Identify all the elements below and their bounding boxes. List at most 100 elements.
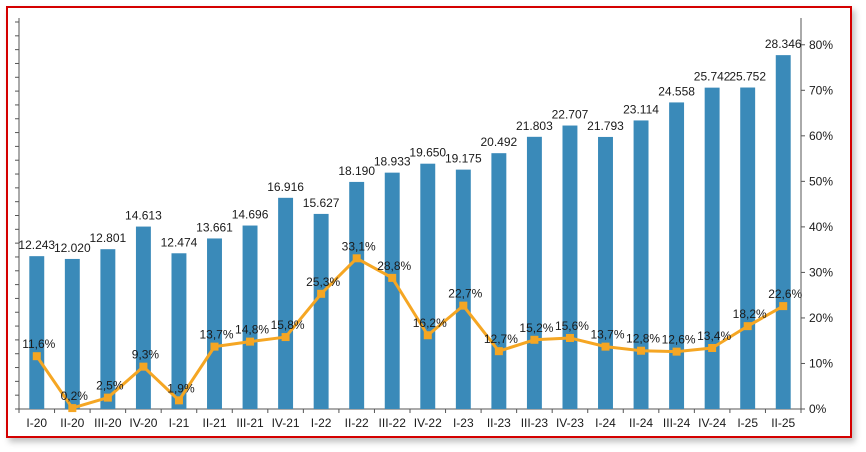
x-axis-tick-label: III-24 (663, 416, 691, 430)
bar-data-label: 14.696 (232, 208, 269, 222)
bar (384, 172, 400, 409)
right-axis-tick-label: 70% (809, 83, 833, 97)
line-data-label: 12,7% (484, 332, 518, 346)
bar (349, 181, 365, 409)
line-data-label: 2,5% (96, 379, 124, 393)
line-point (423, 331, 432, 340)
line-point (317, 289, 326, 298)
bar (598, 136, 613, 409)
right-axis-tick-label: 40% (809, 220, 833, 234)
x-axis-tick-label: I-20 (26, 416, 47, 430)
bar (562, 125, 578, 409)
line-point (32, 352, 41, 361)
line-point (388, 273, 397, 282)
line-point (103, 393, 112, 402)
line-data-label: 18,2% (733, 307, 767, 321)
x-axis-tick-label: III-20 (94, 416, 122, 430)
right-axis-tick-label: 0% (809, 402, 827, 416)
line-point (139, 362, 148, 371)
bar-data-label: 12.020 (54, 241, 91, 255)
bar (100, 249, 116, 409)
x-axis-tick-label: II-23 (487, 416, 511, 430)
bar (740, 87, 756, 410)
bar (704, 87, 720, 409)
bar (64, 258, 80, 409)
bar-data-label: 25.752 (729, 70, 766, 84)
x-axis-tick-label: I-24 (595, 416, 616, 430)
bar-data-label: 20.492 (481, 135, 518, 149)
bar (135, 226, 151, 409)
right-axis-tick-label: 80% (809, 38, 833, 52)
line-data-label: 33,1% (342, 239, 376, 253)
line-data-label: 22,7% (448, 287, 482, 301)
bar (633, 120, 649, 409)
line-data-label: 12,6% (662, 333, 696, 347)
growth-line (35, 256, 784, 410)
x-axis-tick-label: I-22 (311, 416, 332, 430)
bar (526, 136, 542, 410)
line-data-label: 22,6% (768, 287, 802, 301)
line-point (352, 254, 361, 263)
bar (491, 153, 507, 409)
x-axis-tick-label: III-22 (379, 416, 407, 430)
bar (775, 55, 791, 409)
bar-data-label: 28.346 (765, 37, 802, 51)
bar (171, 253, 187, 409)
right-axis-tick-label: 30% (809, 265, 833, 279)
x-axis-tick-label: II-25 (771, 416, 795, 430)
bar-data-label: 12.243 (18, 238, 55, 252)
bar-data-label: 14.613 (125, 209, 162, 223)
line-data-label: 15,6% (555, 319, 589, 333)
bar-data-label: 13.661 (196, 220, 233, 234)
line-point (565, 333, 574, 342)
line-point (459, 301, 468, 310)
line-point (637, 346, 646, 355)
bar (278, 197, 294, 409)
bar-data-label: 16.916 (267, 180, 304, 194)
x-axis-tick-label: IV-21 (272, 416, 300, 430)
chart-frame: 0% 10% 20% 30% 40% 50% 60% 70% 80% I-20 II-20 III-2… (6, 6, 852, 438)
line-point (246, 337, 255, 346)
line-point (68, 404, 77, 413)
right-axis-tick-label: 50% (809, 174, 833, 188)
line-point (779, 302, 788, 311)
line-data-label: 15,8% (271, 318, 305, 332)
bar-data-label: 22.707 (552, 108, 589, 122)
bar-data-label: 21.803 (516, 119, 553, 133)
x-axis-tick-label: II-24 (629, 416, 653, 430)
x-axis-tick-label: IV-22 (414, 416, 442, 430)
line-point (494, 347, 503, 356)
line-data-label: 16,2% (413, 316, 447, 330)
line-point (530, 335, 539, 344)
x-axis-tick-label: II-21 (202, 416, 226, 430)
line-data-label: 25,3% (306, 275, 340, 289)
x-axis-tick-label: IV-20 (129, 416, 157, 430)
x-axis-tick-label: I-25 (737, 416, 758, 430)
line-point (672, 347, 681, 356)
line-point (210, 342, 219, 351)
bar-data-label: 21.793 (587, 119, 624, 133)
bar-data-label: 25.742 (694, 70, 731, 84)
line-data-label: 15,2% (519, 321, 553, 335)
bar-data-label: 19.650 (409, 146, 446, 160)
x-axis-tick-label: II-20 (60, 416, 84, 430)
line-point (743, 322, 752, 331)
bar-data-label: 18.933 (374, 155, 411, 169)
line-data-label: 14,8% (235, 323, 269, 337)
x-axis-tick-label: IV-24 (698, 416, 726, 430)
combo-chart: 0% 10% 20% 30% 40% 50% 60% 70% 80% I-20 II-20 III-2… (15, 18, 833, 430)
line-data-label: 0,2% (61, 389, 89, 403)
line-point (174, 396, 183, 405)
line-data-label: 28,8% (377, 259, 411, 273)
line-point (708, 343, 717, 352)
right-axis-tick-label: 10% (809, 356, 833, 370)
bar (29, 256, 45, 409)
bar (420, 163, 436, 409)
bar-data-label: 19.175 (445, 152, 482, 166)
bar (242, 225, 258, 409)
bar-data-label: 12.801 (90, 231, 127, 245)
bar (313, 213, 329, 409)
right-axis-tick-label: 20% (809, 311, 833, 325)
x-axis-tick-label: III-21 (236, 416, 264, 430)
line-data-label: 13,7% (199, 328, 233, 342)
